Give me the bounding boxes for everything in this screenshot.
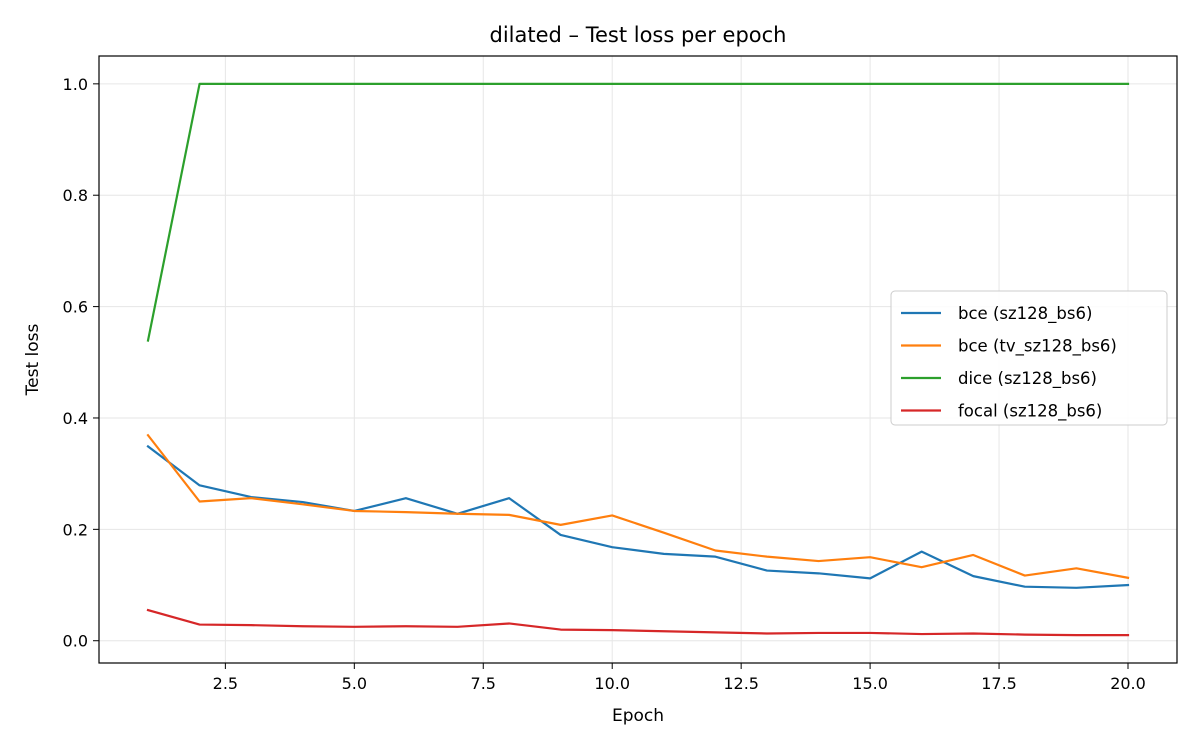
legend-label: focal (sz128_bs6) [958,402,1102,422]
x-tick-label: 12.5 [723,674,759,693]
x-tick-label: 10.0 [594,674,630,693]
y-axis-label: Test loss [23,323,43,396]
legend-label: bce (tv_sz128_bs6) [958,337,1117,357]
legend-label: bce (sz128_bs6) [958,304,1092,324]
y-tick-label: 0.8 [63,186,88,205]
series-line-0 [146,444,1130,589]
legend-box [890,290,1168,426]
legend: bce (sz128_bs6)bce (tv_sz128_bs6)dice (s… [890,290,1168,426]
y-tick-label: 0.6 [63,298,88,317]
y-tick-label: 0.4 [63,409,88,428]
plot-frame [98,55,1178,664]
y-tick-label: 1.0 [63,75,88,94]
x-tick-label: 15.0 [852,674,888,693]
series-line-3 [146,608,1130,637]
series-line-2 [146,82,1130,342]
chart-title: dilated – Test loss per epoch [490,23,787,47]
legend-label: dice (sz128_bs6) [958,369,1097,389]
y-tick-label: 0.0 [63,632,88,651]
x-axis-label: Epoch [612,706,664,726]
x-tick-label: 5.0 [342,674,367,693]
y-axis-ticks: 0.0 0.2 0.4 0.6 0.8 1.0 [63,75,99,651]
x-tick-label: 2.5 [213,674,238,693]
x-tick-label: 17.5 [981,674,1017,693]
x-axis-ticks: 2.5 5.0 7.5 10.0 12.5 15.0 17.5 20.0 [213,663,1146,693]
series-lines [146,82,1130,637]
x-tick-label: 20.0 [1110,674,1146,693]
series-line-1 [146,433,1130,580]
y-tick-label: 0.2 [63,520,88,539]
x-tick-label: 7.5 [471,674,496,693]
